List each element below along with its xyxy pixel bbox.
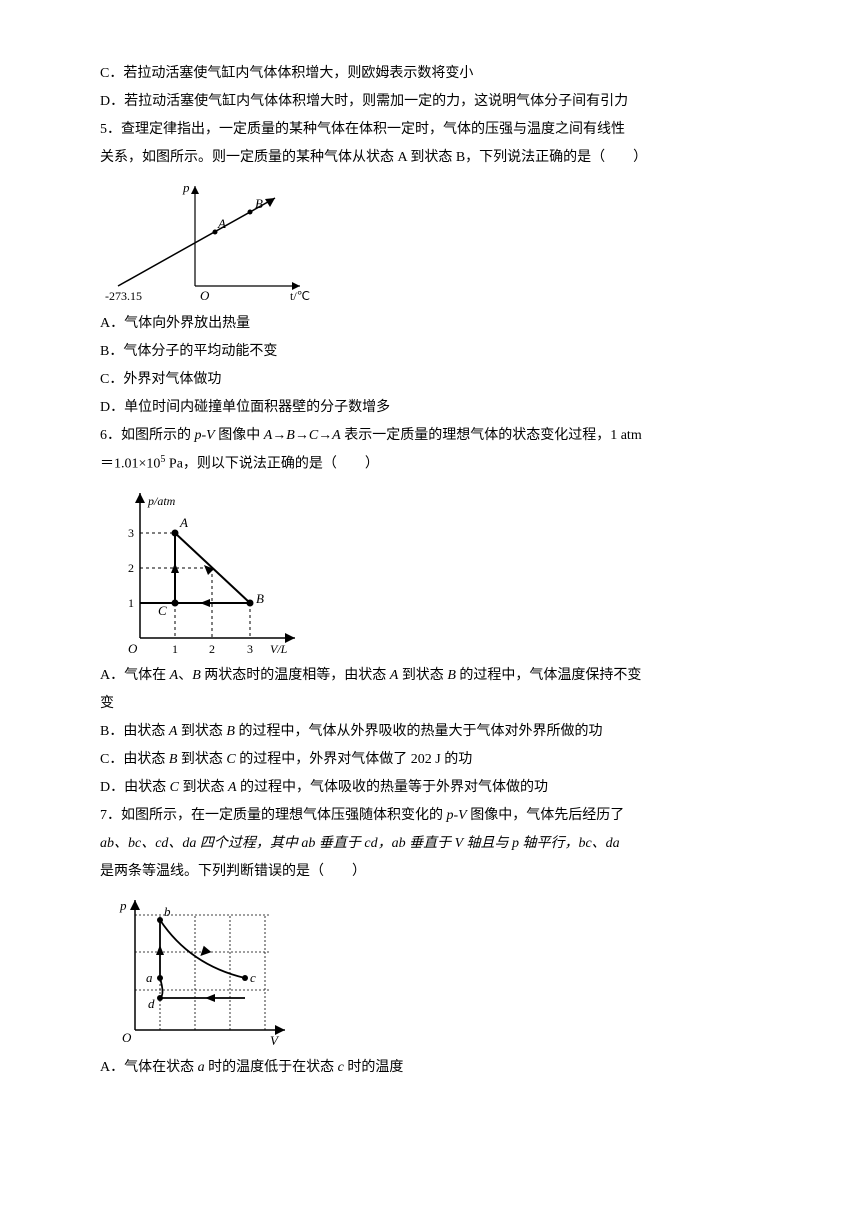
q6-stem-line2: ＝1.01×105 Pa，则以下说法正确的是（ ） bbox=[100, 450, 760, 479]
q6-option-d: D．由状态 C 到状态 A 的过程中，气体吸收的热量等于外界对气体做的功 bbox=[100, 774, 760, 802]
svg-text:b: b bbox=[164, 904, 171, 919]
q7-stem-line3: 是两条等温线。下列判断错误的是（ ） bbox=[100, 858, 760, 886]
q7-stem-line1: 7．如图所示，在一定质量的理想气体压强随体积变化的 p-V 图像中，气体先后经历… bbox=[100, 802, 760, 830]
svg-text:C: C bbox=[158, 603, 167, 618]
q6-stem-line1: 6．如图所示的 p-V 图像中 A→B→C→A 表示一定质量的理想气体的状态变化… bbox=[100, 422, 760, 450]
q6-option-b: B．由状态 A 到状态 B 的过程中，气体从外界吸收的热量大于气体对外界所做的功 bbox=[100, 718, 760, 746]
svg-text:a: a bbox=[146, 970, 153, 985]
q5-option-d: D．单位时间内碰撞单位面积器壁的分子数增多 bbox=[100, 394, 760, 422]
svg-text:t/℃: t/℃ bbox=[290, 289, 310, 303]
svg-text:V/L: V/L bbox=[270, 642, 288, 656]
svg-text:3: 3 bbox=[247, 642, 253, 656]
svg-text:1: 1 bbox=[128, 596, 134, 610]
svg-text:O: O bbox=[128, 641, 138, 656]
svg-text:2: 2 bbox=[128, 561, 134, 575]
q7-stem-line2: ab、bc、cd、da 四个过程，其中 ab 垂直于 cd，ab 垂直于 V 轴… bbox=[100, 830, 760, 858]
option-c: C．若拉动活塞使气缸内气体体积增大，则欧姆表示数将变小 bbox=[100, 60, 760, 88]
q6-option-c: C．由状态 B 到状态 C 的过程中，外界对气体做了 202 J 的功 bbox=[100, 746, 760, 774]
q6-chart: 1 2 3 1 2 3 A B C p/atm V/L O bbox=[100, 483, 310, 658]
svg-text:B: B bbox=[256, 591, 264, 606]
q7-chart: a b c d p V O bbox=[100, 890, 300, 1050]
svg-text:O: O bbox=[122, 1030, 132, 1045]
q6-option-a: A．气体在 A、B 两状态时的温度相等，由状态 A 到状态 B 的过程中，气体温… bbox=[100, 662, 760, 690]
q5-stem-line2: 关系，如图所示。则一定质量的某种气体从状态 A 到状态 B，下列说法正确的是（ … bbox=[100, 144, 760, 172]
q5-stem-line1: 5．查理定律指出，一定质量的某种气体在体积一定时，气体的压强与温度之间有线性 bbox=[100, 116, 760, 144]
svg-text:B: B bbox=[255, 196, 263, 211]
svg-text:c: c bbox=[250, 970, 256, 985]
svg-text:p/atm: p/atm bbox=[147, 494, 176, 508]
q5-option-c: C．外界对气体做功 bbox=[100, 366, 760, 394]
svg-text:V: V bbox=[270, 1033, 280, 1048]
q7-option-a: A．气体在状态 a 时的温度低于在状态 c 时的温度 bbox=[100, 1054, 760, 1082]
svg-text:1: 1 bbox=[172, 642, 178, 656]
svg-text:A: A bbox=[217, 216, 226, 231]
svg-text:p: p bbox=[119, 898, 127, 913]
svg-text:O: O bbox=[200, 288, 210, 303]
option-d: D．若拉动活塞使气缸内气体体积增大时，则需加一定的力，这说明气体分子间有引力 bbox=[100, 88, 760, 116]
q5-option-a: A．气体向外界放出热量 bbox=[100, 310, 760, 338]
svg-text:p: p bbox=[182, 180, 190, 195]
svg-text:3: 3 bbox=[128, 526, 134, 540]
q5-chart: A B p t/℃ -273.15 O bbox=[100, 176, 320, 306]
q5-option-b: B．气体分子的平均动能不变 bbox=[100, 338, 760, 366]
q6-option-a-cont: 变 bbox=[100, 690, 760, 718]
svg-text:A: A bbox=[179, 515, 188, 530]
svg-text:d: d bbox=[148, 996, 155, 1011]
svg-text:2: 2 bbox=[209, 642, 215, 656]
svg-text:-273.15: -273.15 bbox=[105, 289, 142, 303]
